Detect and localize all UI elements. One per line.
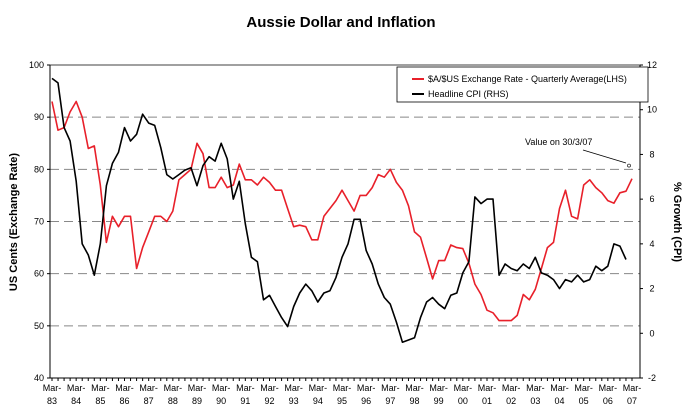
x-tick-label-year: 02 <box>506 396 516 406</box>
x-tick-label-month: Mar- <box>309 383 328 393</box>
x-tick-label-year: 97 <box>385 396 395 406</box>
x-tick-label-month: Mar- <box>284 383 303 393</box>
x-tick-label-year: 87 <box>144 396 154 406</box>
y-tick-label: 100 <box>29 60 44 70</box>
x-tick-label-year: 00 <box>458 396 468 406</box>
y2-tick-label: 4 <box>649 239 654 249</box>
y2-tick-label: 6 <box>649 194 654 204</box>
x-tick-label-month: Mar- <box>333 383 352 393</box>
annotation-text: Value on 30/3/07 <box>525 137 592 147</box>
x-tick-label-month: Mar- <box>405 383 424 393</box>
y2-axis-label: % Growth (CPI) <box>671 182 682 262</box>
x-tick-label-month: Mar- <box>188 383 207 393</box>
x-tick-label-month: Mar- <box>236 383 255 393</box>
legend-label-exchange-rate: $A/$US Exchange Rate - Quarterly Average… <box>428 74 627 84</box>
legend-box <box>396 66 649 103</box>
x-tick-label-year: 01 <box>482 396 492 406</box>
x-tick-label-month: Mar- <box>454 383 473 393</box>
x-tick-label-month: Mar- <box>502 383 521 393</box>
x-tick-label-month: Mar- <box>43 383 62 393</box>
y2-tick-label: 8 <box>649 149 654 159</box>
x-tick-label-month: Mar- <box>164 383 183 393</box>
y-tick-label: 50 <box>34 321 44 331</box>
x-tick-label-year: 86 <box>119 396 129 406</box>
x-tick-label-month: Mar- <box>623 383 642 393</box>
chart-title: Aussie Dollar and Inflation <box>246 14 435 31</box>
x-tick-label-month: Mar- <box>260 383 279 393</box>
left-tick-labels: 100 90 80 70 60 50 40 <box>29 60 50 383</box>
y-tick-label: 40 <box>34 373 44 383</box>
x-tick-label-month: Mar- <box>478 383 497 393</box>
y2-tick-label: 12 <box>647 60 657 70</box>
x-tick-label-year: 91 <box>240 396 250 406</box>
x-tick-label-year: 94 <box>313 396 323 406</box>
x-tick-label-year: 04 <box>554 396 564 406</box>
right-tick-labels: 12 10 8 6 4 2 0 -2 <box>640 60 657 383</box>
x-tick-label-year: 92 <box>264 396 274 406</box>
cpi-line <box>51 77 627 343</box>
x-tick-label-year: 89 <box>192 396 202 406</box>
x-tick-label-year: 83 <box>47 396 57 406</box>
y-tick-label: 90 <box>34 112 44 122</box>
legend-label-cpi: Headline CPI (RHS) <box>428 89 509 99</box>
exchange-rate-line <box>51 100 633 322</box>
x-tick-label-month: Mar- <box>139 383 158 393</box>
y-tick-label: 80 <box>34 164 44 174</box>
x-tick-label-year: 96 <box>361 396 371 406</box>
annotation-arrow <box>582 149 627 164</box>
x-tick-label-month: Mar- <box>574 383 593 393</box>
x-tick-label-month: Mar- <box>429 383 448 393</box>
x-tick-label-year: 03 <box>530 396 540 406</box>
x-tick-label-month: Mar- <box>550 383 569 393</box>
x-tick-label-year: 95 <box>337 396 347 406</box>
annotation-marker <box>627 163 631 168</box>
y-tick-label: 70 <box>34 217 44 227</box>
x-tick-label-month: Mar- <box>599 383 618 393</box>
x-tick-label-month: Mar- <box>91 383 110 393</box>
y2-tick-label: 2 <box>649 284 654 294</box>
x-tick-label-month: Mar- <box>381 383 400 393</box>
x-tick-label-month: Mar- <box>67 383 86 393</box>
x-tick-label-year: 07 <box>627 396 637 406</box>
x-tick-label-month: Mar- <box>115 383 134 393</box>
x-tick-label-year: 98 <box>409 396 419 406</box>
y-tick-label: 60 <box>34 269 44 279</box>
y2-tick-label: -2 <box>648 373 656 383</box>
y2-tick-label: 10 <box>647 105 657 115</box>
legend: $A/$US Exchange Rate - Quarterly Average… <box>396 66 649 103</box>
x-tick-label-year: 93 <box>289 396 299 406</box>
x-tick-label-year: 88 <box>168 396 178 406</box>
x-tick-label-year: 99 <box>434 396 444 406</box>
annotation: Value on 30/3/07 <box>525 137 631 168</box>
x-tick-labels: Mar- 83 Mar- 84 Mar- 85 Mar- 86 Mar- 87 Mar- 88 Mar-… <box>43 378 642 406</box>
x-tick-label-year: 90 <box>216 396 226 406</box>
x-tick-label-year: 05 <box>579 396 589 406</box>
x-tick-label-year: 06 <box>603 396 613 406</box>
x-tick-label-month: Mar- <box>526 383 545 393</box>
x-tick-label-year: 84 <box>71 396 81 406</box>
x-tick-label-year: 85 <box>95 396 105 406</box>
y-axis-label: US Cents (Exchange Rate) <box>8 153 20 291</box>
x-tick-label-month: Mar- <box>357 383 376 393</box>
x-tick-label-month: Mar- <box>212 383 231 393</box>
y2-tick-label: 0 <box>649 328 654 338</box>
gridlines <box>50 64 640 327</box>
